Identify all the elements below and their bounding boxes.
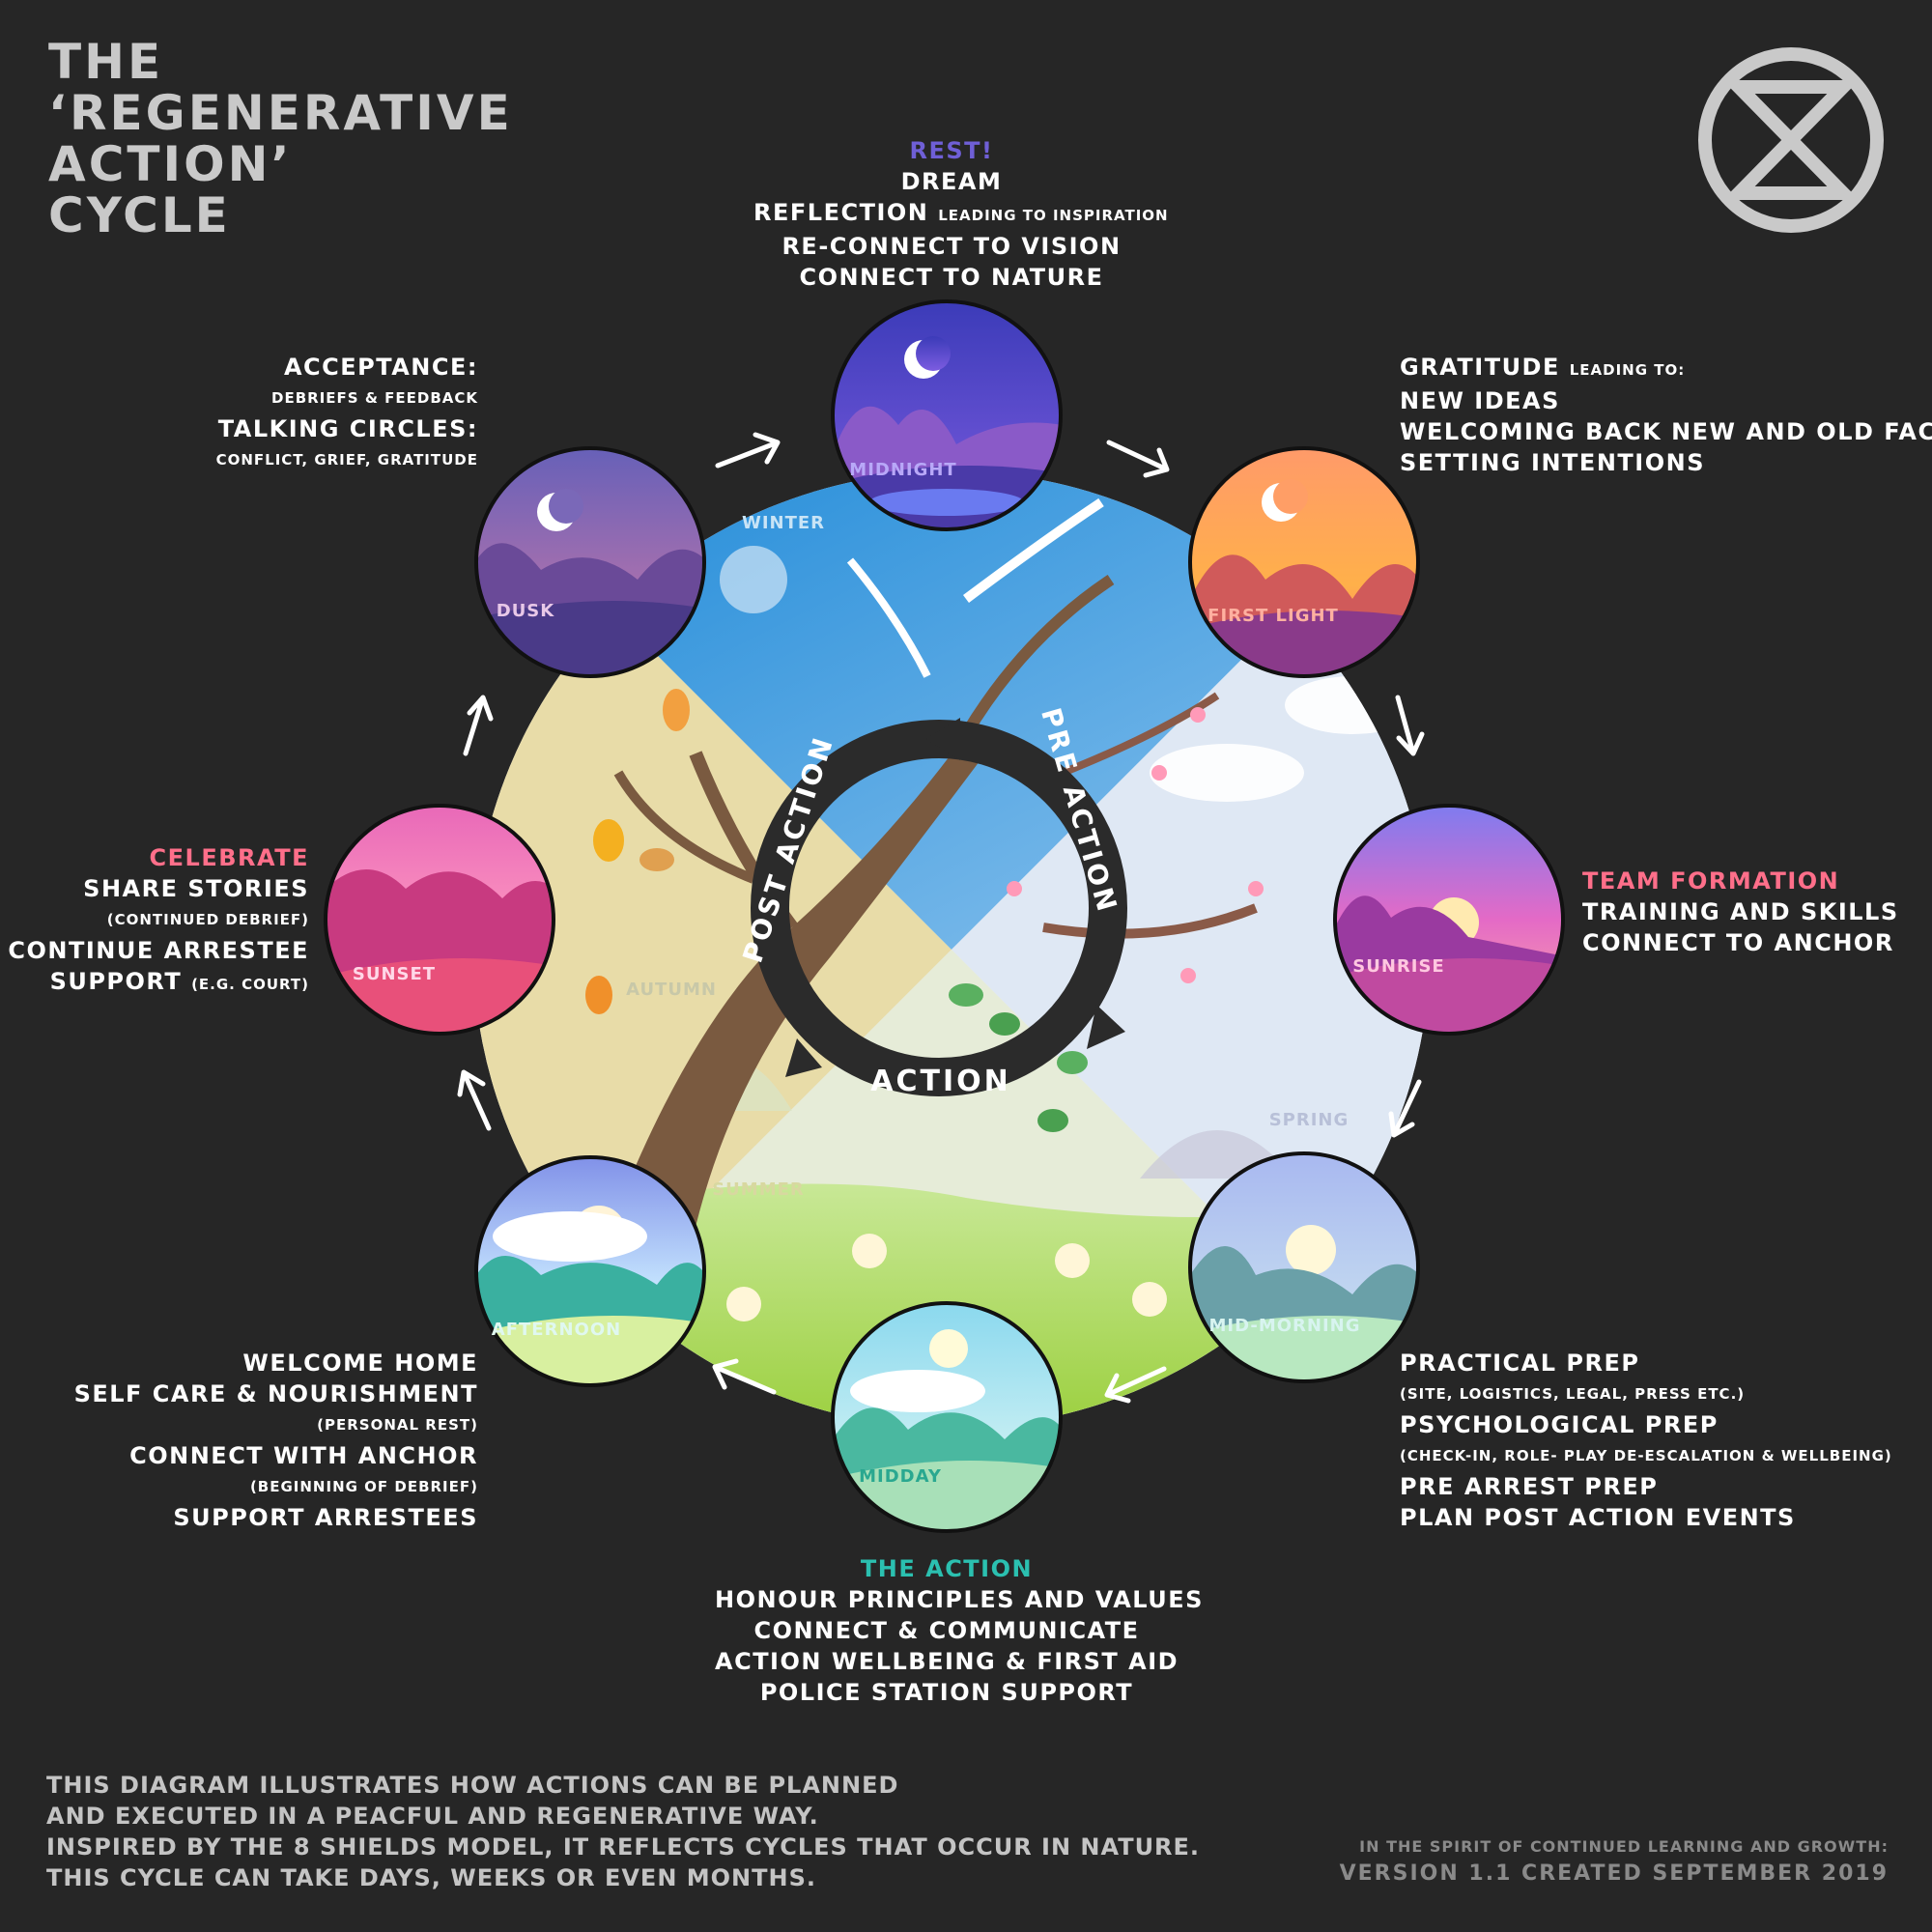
celebrate-line-note: (E.G. COURT) — [191, 976, 309, 993]
gratitude-line: NEW IDEAS — [1400, 387, 1560, 414]
rest-heading: REST! — [909, 137, 994, 164]
arrow-icon — [1395, 695, 1425, 756]
welcome-line: CONNECT WITH ANCHOR — [129, 1442, 478, 1469]
arrow-icon — [463, 695, 494, 756]
title-line: ACTION’ — [48, 136, 293, 192]
scene-sunrise: SUNRISE — [1333, 804, 1565, 1036]
acceptance-block: ACCEPTANCE: DEBRIEFS & FEEDBACK TALKING … — [216, 352, 478, 475]
gratitude-line-note: LEADING TO: — [1569, 361, 1686, 379]
rest-line-strong: REFLECTION — [753, 199, 929, 226]
scene-label-mid-morning: MID-MORNING — [1208, 1316, 1360, 1336]
scene-mid-morning: MID-MORNING — [1188, 1151, 1420, 1383]
arrow-icon — [712, 1358, 777, 1395]
title-line: THE — [48, 34, 164, 90]
scene-first-light: FIRST LIGHT — [1188, 446, 1420, 678]
rest-line: DREAM — [900, 168, 1003, 195]
gratitude-line: WELCOMING BACK NEW AND OLD FACES — [1400, 418, 1932, 445]
gratitude-line: GRATITUDE LEADING TO: — [1400, 352, 1932, 385]
scene-label-midnight: MIDNIGHT — [849, 460, 956, 480]
team-line: CONNECT TO ANCHOR — [1582, 929, 1894, 956]
action-line: CONNECT & COMMUNICATE — [753, 1617, 1140, 1644]
title-line: CYCLE — [48, 187, 231, 243]
scene-sunset: SUNSET — [324, 804, 555, 1036]
title-line: ‘REGENERATIVE — [48, 85, 513, 141]
celebrate-line: SHARE STORIES — [83, 875, 309, 902]
team-line: TRAINING AND SKILLS — [1582, 898, 1899, 925]
gratitude-line: SETTING INTENTIONS — [1400, 449, 1705, 476]
prep-line: PSYCHOLOGICAL PREP — [1400, 1411, 1719, 1438]
acceptance-line: ACCEPTANCE: — [283, 354, 478, 381]
season-label-summer: SUMMER — [712, 1179, 805, 1200]
acceptance-line: TALKING CIRCLES: — [217, 415, 478, 442]
celebrate-line: CONTINUE ARRESTEE — [8, 937, 309, 964]
celebrate-block: CELEBRATE SHARE STORIES (CONTINUED DEBRI… — [8, 842, 309, 1000]
page-title: THE ‘REGENERATIVE ACTION’ CYCLE — [48, 37, 513, 242]
team-block: TEAM FORMATION TRAINING AND SKILLS CONNE… — [1582, 866, 1899, 958]
acceptance-note: DEBRIEFS & FEEDBACK — [271, 389, 478, 407]
rest-line: RE-CONNECT TO VISION — [781, 233, 1122, 260]
welcome-line: WELCOME HOME — [242, 1350, 478, 1377]
welcome-line: SUPPORT ARRESTEES — [173, 1504, 478, 1531]
prep-line: PRE ARREST PREP — [1400, 1473, 1659, 1500]
scene-label-sunset: SUNSET — [353, 964, 436, 984]
footer-line: THIS DIAGRAM ILLUSTRATES HOW ACTIONS CAN… — [46, 1772, 899, 1799]
cycle-arrows — [457, 432, 1425, 1404]
scene-label-afternoon: AFTERNOON — [492, 1320, 621, 1340]
scene-label-sunrise: SUNRISE — [1352, 956, 1444, 977]
scene-midnight: MIDNIGHT — [831, 299, 1063, 531]
gratitude-block: GRATITUDE LEADING TO: NEW IDEAS WELCOMIN… — [1400, 352, 1932, 478]
scene-label-dusk: DUSK — [497, 601, 555, 621]
welcome-note: (BEGINNING OF DEBRIEF) — [249, 1478, 478, 1495]
season-label-autumn: AUTUMN — [626, 980, 717, 1000]
action-heading: THE ACTION — [860, 1555, 1034, 1582]
scene-afternoon: AFTERNOON — [474, 1155, 706, 1387]
season-label-winter: WINTER — [742, 513, 825, 533]
welcome-line: SELF CARE & NOURISHMENT — [73, 1380, 478, 1407]
welcome-block: WELCOME HOME SELF CARE & NOURISHMENT (PE… — [74, 1348, 478, 1533]
footer-version: IN THE SPIRIT OF CONTINUED LEARNING AND … — [1340, 1837, 1889, 1886]
arrow-icon — [1106, 440, 1170, 478]
footer-line: INSPIRED BY THE 8 SHIELDS MODEL, IT REFL… — [46, 1833, 1201, 1861]
season-label-spring: SPRING — [1269, 1110, 1350, 1130]
version-label: VERSION 1.1 CREATED SEPTEMBER 2019 — [1339, 1861, 1889, 1886]
gratitude-line-strong: GRATITUDE — [1400, 354, 1560, 381]
rest-line: CONNECT TO NATURE — [799, 264, 1104, 291]
arrow-icon — [1104, 1366, 1167, 1404]
rest-line-note: LEADING TO INSPIRATION — [938, 207, 1169, 224]
action-block: THE ACTION HONOUR PRINCIPLES AND VALUES … — [715, 1553, 1204, 1708]
arrow-icon — [715, 432, 781, 469]
celebrate-line: SUPPORT (E.G. COURT) — [8, 966, 309, 1000]
action-line: POLICE STATION SUPPORT — [759, 1679, 1134, 1706]
arrow-icon — [1388, 1079, 1422, 1138]
ring-label-action: ACTION — [870, 1065, 1010, 1098]
footer-line: AND EXECUTED IN A PEACFUL AND REGENERATI… — [46, 1803, 819, 1830]
arrow-icon — [457, 1069, 492, 1131]
extinction-hourglass-icon — [1698, 47, 1884, 233]
prep-line: PRACTICAL PREP — [1400, 1350, 1640, 1377]
celebrate-heading: CELEBRATE — [149, 844, 309, 871]
celebrate-note: (CONTINUED DEBRIEF) — [106, 911, 309, 928]
prep-note: (CHECK-IN, ROLE- PLAY DE-ESCALATION & WE… — [1400, 1447, 1892, 1464]
footer-line: THIS CYCLE CAN TAKE DAYS, WEEKS OR EVEN … — [46, 1864, 816, 1891]
scene-label-first-light: FIRST LIGHT — [1208, 606, 1339, 626]
scene-midday: MIDDAY — [831, 1301, 1063, 1533]
footer-note: IN THE SPIRIT OF CONTINUED LEARNING AND … — [1359, 1837, 1889, 1856]
scene-dusk: DUSK — [474, 446, 706, 678]
prep-block: PRACTICAL PREP (SITE, LOGISTICS, LEGAL, … — [1400, 1348, 1892, 1533]
acceptance-note: CONFLICT, GRIEF, GRATITUDE — [215, 451, 478, 469]
rest-block: REST! DREAM REFLECTION LEADING TO INSPIR… — [753, 135, 1168, 293]
action-line: HONOUR PRINCIPLES AND VALUES — [715, 1586, 1204, 1613]
team-heading: TEAM FORMATION — [1582, 867, 1840, 895]
prep-note: (SITE, LOGISTICS, LEGAL, PRESS ETC.) — [1400, 1385, 1746, 1403]
rest-line: REFLECTION LEADING TO INSPIRATION — [753, 197, 1168, 231]
prep-line: PLAN POST ACTION EVENTS — [1400, 1504, 1796, 1531]
scene-label-midday: MIDDAY — [859, 1466, 942, 1487]
action-line: ACTION WELLBEING & FIRST AID — [715, 1648, 1179, 1675]
welcome-note: (PERSONAL REST) — [317, 1416, 478, 1434]
footer-description: THIS DIAGRAM ILLUSTRATES HOW ACTIONS CAN… — [46, 1770, 1200, 1893]
celebrate-line-strong: SUPPORT — [49, 968, 183, 995]
